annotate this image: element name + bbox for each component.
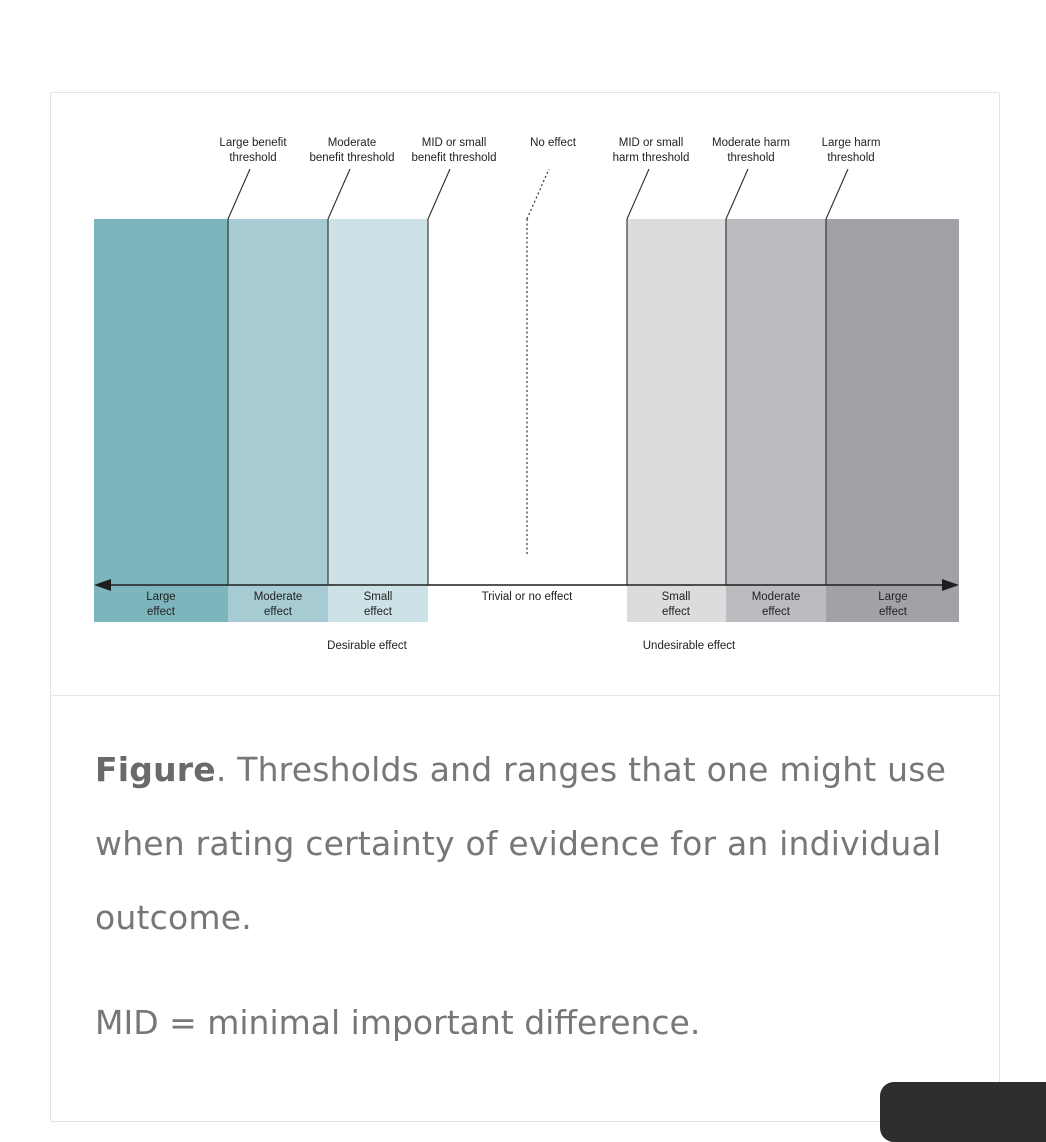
small-harm-zone-label-line-1: Small [662,591,691,603]
large-benefit-zone-label-line-2: effect [147,606,176,618]
moderate-benefit-zone-label-line-1: Moderate [254,591,303,603]
trivial-zone-label-line-1: Trivial or no effect [482,591,574,603]
no-effect-label: No effect [530,137,577,149]
axis-right-arrow [942,579,959,591]
moderate-benefit-zone [228,219,328,622]
mid-small-harm-leader [626,168,650,220]
moderate-benefit-label: Moderate benefit threshold [309,137,394,164]
moderate-harm-label-line-1: Moderate harm [712,137,790,149]
trivial-zone [428,219,627,622]
moderate-benefit-label-line-2: benefit threshold [309,152,394,164]
large-benefit-label-line-2: threshold [229,152,276,164]
large-harm-leader [825,168,849,220]
small-benefit-zone-label-line-1: Small [364,591,393,603]
small-benefit-zone-label: Small effect [364,591,393,618]
large-benefit-label-line-1: Large benefit [219,137,287,149]
moderate-harm-label-line-2: threshold [727,152,774,164]
large-benefit-zone [94,219,228,622]
caption-label: Figure [95,750,216,789]
trivial-zone-label: Trivial or no effect [482,591,574,603]
large-harm-label-line-1: Large harm [822,137,881,149]
large-benefit-leader [227,168,251,220]
large-benefit-zone-label: Large effect [146,591,175,618]
moderate-harm-leader [725,168,749,220]
small-benefit-zone [328,219,428,622]
caption-note: MID = minimal important difference. [95,1003,701,1042]
moderate-harm-zone-label-line-1: Moderate [752,591,801,603]
moderate-harm-label: Moderate harm threshold [712,137,790,164]
mid-small-benefit-leader [427,168,451,220]
moderate-benefit-zone-label-line-2: effect [264,606,293,618]
small-benefit-zone-label-line-2: effect [364,606,393,618]
moderate-benefit-leader [327,168,351,220]
small-harm-zone [627,219,726,622]
moderate-benefit-zone-label: Moderate effect [254,591,303,618]
mid-small-benefit-label-line-1: MID or small [422,137,487,149]
no-effect-label-line-1: No effect [530,137,577,149]
large-benefit-label: Large benefit threshold [219,137,287,164]
moderate-benefit-label-line-1: Moderate [328,137,377,149]
large-harm-zone-label-line-2: effect [879,606,908,618]
large-harm-zone-label: Large effect [878,591,907,618]
moderate-harm-zone-label: Moderate effect [752,591,801,618]
caption-text: . Thresholds and ranges that one might u… [95,750,947,937]
small-harm-zone-label-line-2: effect [662,606,691,618]
small-harm-zone-label: Small effect [662,591,691,618]
figure-caption: Figure. Thresholds and ranges that one m… [95,733,975,955]
large-benefit-zone-label-line-1: Large [146,591,175,603]
figure-card: Large benefit threshold Moderate benefit th… [50,92,1000,1122]
undesirable-effect-label: Undesirable effect [643,640,736,652]
mid-small-benefit-label: MID or small benefit threshold [411,137,496,164]
moderate-harm-zone-label-line-2: effect [762,606,791,618]
floating-action-button[interactable] [880,1082,1046,1142]
large-harm-label-line-2: threshold [827,152,874,164]
threshold-diagram: Large benefit threshold Moderate benefit th… [94,137,959,652]
large-harm-zone [826,219,959,622]
mid-small-benefit-label-line-2: benefit threshold [411,152,496,164]
no-effect-leader [526,168,550,220]
mid-small-harm-label-line-2: harm threshold [613,152,690,164]
desirable-effect-label: Desirable effect [327,640,407,652]
axis-left-arrow [94,579,111,591]
moderate-harm-zone [726,219,826,622]
mid-small-harm-label: MID or small harm threshold [613,137,690,164]
large-harm-zone-label-line-1: Large [878,591,907,603]
figure-area: Large benefit threshold Moderate benefit th… [51,93,999,696]
mid-small-harm-label-line-1: MID or small [619,137,684,149]
large-harm-label: Large harm threshold [822,137,881,164]
